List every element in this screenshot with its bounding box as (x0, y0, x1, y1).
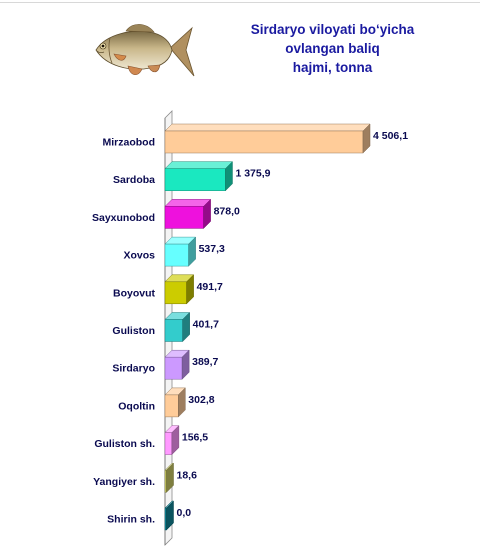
value-label: 537,3 (199, 243, 225, 255)
bar-group-0: Mirzaobod 4 506,1 (103, 123, 408, 154)
bar (164, 432, 173, 455)
bar (164, 394, 179, 418)
value-label: 156,5 (182, 432, 208, 444)
bar-side (166, 500, 174, 531)
bar-side (203, 198, 211, 230)
category-label: Xovos (123, 250, 155, 262)
value-label: 4 506,1 (373, 130, 408, 142)
bar-side (186, 274, 194, 305)
bar-top (164, 123, 371, 132)
value-label: 0,0 (177, 507, 192, 519)
bar-top (164, 199, 212, 207)
bar-side (362, 123, 371, 154)
bar-group-10: Shirin sh. 0,0 (107, 500, 192, 531)
value-label: 878,0 (214, 205, 240, 217)
bar-side (178, 387, 186, 418)
chart-title: Sirdaryo viloyati bo‘yicha ovlangan bali… (225, 20, 440, 77)
category-label: Yangiyer sh. (93, 476, 155, 488)
value-label: 491,7 (197, 281, 223, 293)
chart-title-line-2: ovlangan baliq (285, 41, 380, 56)
bar-side (171, 424, 180, 456)
bar-group-2: Sayxunobod 878,0 (92, 198, 240, 230)
bar-group-7: Oqoltin 302,8 (118, 387, 215, 418)
bar-side (182, 311, 190, 343)
bar-side (166, 462, 174, 493)
value-label: 401,7 (193, 319, 219, 331)
value-label: 389,7 (192, 356, 218, 368)
bar-side (225, 161, 233, 192)
category-label: Sayxunobod (92, 212, 155, 224)
chart-title-line-1: Sirdaryo viloyati bo‘yicha (250, 22, 415, 37)
category-label: Sirdaryo (112, 363, 155, 375)
bar-top (164, 161, 234, 169)
top-divider (0, 2, 480, 3)
value-label: 1 375,9 (235, 168, 270, 180)
bar (164, 319, 183, 342)
bar (164, 281, 187, 305)
bar-side (181, 349, 190, 380)
chart-title-line-3: hajmi, tonna (292, 60, 373, 75)
category-label: Mirzaobod (103, 137, 156, 149)
bar-group-1: Sardoba 1 375,9 (113, 161, 271, 192)
bar-side (188, 236, 196, 267)
bar-group-8: Guliston sh. 156,5 (94, 424, 208, 456)
category-label: Oqoltin (118, 400, 155, 412)
bar-group-5: Guliston 401,7 (112, 311, 219, 343)
value-label: 18,6 (177, 469, 198, 481)
bar-group-9: Yangiyer sh. 18,6 (93, 462, 198, 493)
bar-group-6: Sirdaryo 389,7 (112, 349, 219, 380)
category-label: Sardoba (113, 174, 155, 186)
category-label: Shirin sh. (107, 514, 155, 526)
bar (164, 168, 226, 191)
bar (164, 206, 204, 229)
value-label: 302,8 (188, 394, 214, 406)
category-label: Guliston sh. (94, 438, 155, 450)
bar (164, 130, 364, 154)
bar-group-3: Xovos 537,3 (123, 236, 225, 267)
bar (164, 356, 183, 380)
fish-illustration-icon (95, 24, 195, 77)
category-label: Boyovut (113, 287, 156, 299)
category-label: Guliston (112, 325, 155, 337)
bar-group-4: Boyovut 491,7 (113, 274, 223, 305)
bar (164, 243, 189, 267)
